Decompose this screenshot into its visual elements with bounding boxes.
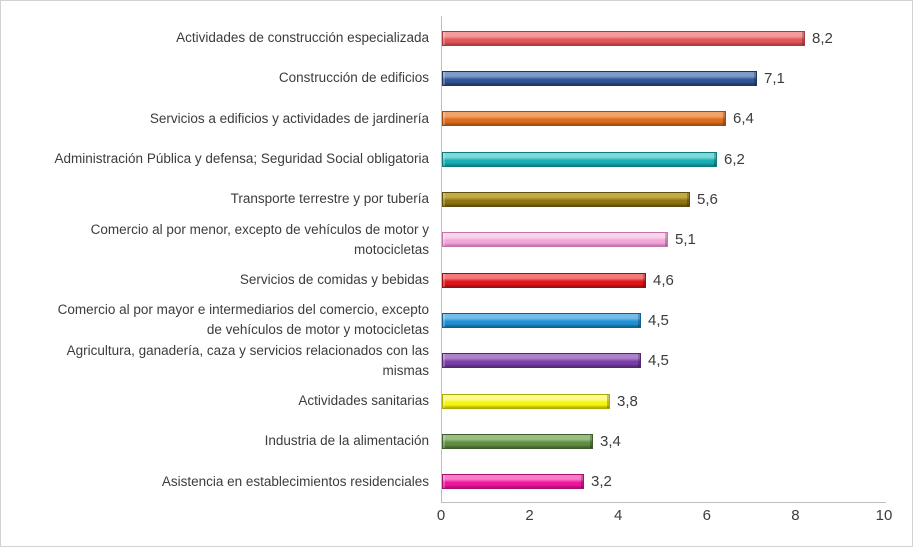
value-label: 3,8 bbox=[617, 392, 638, 410]
category-label: Agricultura, ganadería, caza y servicios… bbox=[66, 342, 429, 378]
chart-row: Servicios de comidas y bebidas 4,6 bbox=[1, 260, 912, 300]
category-label: Actividades sanitarias bbox=[298, 393, 429, 409]
value-label: 4,5 bbox=[648, 352, 669, 370]
category-label: Asistencia en establecimientos residenci… bbox=[161, 473, 429, 489]
bar-zone: 6,4 bbox=[441, 99, 912, 139]
category-label: Administración Pública y defensa; Seguri… bbox=[54, 151, 429, 167]
bar bbox=[442, 232, 668, 248]
bar-zone: 4,6 bbox=[441, 260, 912, 300]
bar-zone: 8,2 bbox=[441, 18, 912, 58]
bar bbox=[442, 353, 641, 369]
value-label: 8,2 bbox=[812, 29, 833, 47]
chart-row: Construcción de edificios 7,1 bbox=[1, 58, 912, 98]
value-label: 7,1 bbox=[764, 69, 785, 87]
chart-row: Actividades sanitarias 3,8 bbox=[1, 381, 912, 421]
bar-zone: 5,6 bbox=[441, 179, 912, 219]
value-label: 6,2 bbox=[724, 150, 745, 168]
bar bbox=[442, 191, 690, 207]
x-axis-tick-label: 10 bbox=[875, 507, 893, 524]
value-label: 5,1 bbox=[675, 231, 696, 249]
x-axis-tick-label: 4 bbox=[614, 507, 623, 524]
bar-zone: 7,1 bbox=[441, 58, 912, 98]
chart-row: Transporte terrestre y por tubería 5,6 bbox=[1, 179, 912, 219]
category-label: Industria de la alimentación bbox=[264, 433, 429, 449]
bar bbox=[442, 111, 726, 127]
chart-row: Servicios a edificios y actividades de j… bbox=[1, 99, 912, 139]
value-label: 4,6 bbox=[653, 271, 674, 289]
value-label: 6,4 bbox=[733, 110, 754, 128]
value-label: 5,6 bbox=[697, 190, 718, 208]
value-label: 3,4 bbox=[600, 432, 621, 450]
chart-row: Asistencia en establecimientos residenci… bbox=[1, 462, 912, 502]
chart-row: Comercio al por menor, excepto de vehícu… bbox=[1, 220, 912, 260]
bar-zone: 6,2 bbox=[441, 139, 912, 179]
chart-row: Administración Pública y defensa; Seguri… bbox=[1, 139, 912, 179]
chart-rows: Actividades de construcción especializad… bbox=[1, 18, 912, 502]
x-axis-tick-label: 8 bbox=[791, 507, 800, 524]
bar bbox=[442, 151, 717, 167]
chart-row: Actividades de construcción especializad… bbox=[1, 18, 912, 58]
x-axis-tick-label: 2 bbox=[525, 507, 534, 524]
category-label: Construcción de edificios bbox=[278, 70, 429, 86]
bar bbox=[442, 474, 584, 490]
bar bbox=[442, 393, 610, 409]
category-label: Servicios a edificios y actividades de j… bbox=[149, 110, 429, 126]
x-axis-labels: 0 2 4 6 8 10 bbox=[1, 507, 912, 531]
x-axis-tick-label: 0 bbox=[436, 507, 446, 524]
bar-zone: 3,2 bbox=[441, 462, 912, 502]
plot-area bbox=[441, 16, 886, 503]
category-label: Servicios de comidas y bebidas bbox=[239, 272, 429, 288]
category-label: Transporte terrestre y por tubería bbox=[230, 191, 429, 207]
bar-zone: 5,1 bbox=[441, 220, 912, 260]
bar-zone: 4,5 bbox=[441, 300, 912, 340]
chart-row: Agricultura, ganadería, caza y servicios… bbox=[1, 341, 912, 381]
bar bbox=[442, 433, 593, 449]
bar bbox=[442, 30, 805, 46]
value-label: 4,5 bbox=[648, 311, 669, 329]
bar bbox=[442, 312, 641, 328]
chart-row: Comercio al por mayor e intermediarios d… bbox=[1, 300, 912, 340]
category-label: Comercio al por mayor e intermediarios d… bbox=[57, 302, 429, 338]
category-label: Actividades de construcción especializad… bbox=[176, 30, 429, 46]
bar bbox=[442, 272, 646, 288]
category-label: Comercio al por menor, excepto de vehícu… bbox=[90, 221, 429, 257]
bar-zone: 4,5 bbox=[441, 341, 912, 381]
x-axis-tick-label: 6 bbox=[702, 507, 711, 524]
bar-zone: 3,8 bbox=[441, 381, 912, 421]
bar-zone: 3,4 bbox=[441, 421, 912, 461]
chart-row: Industria de la alimentación 3,4 bbox=[1, 421, 912, 461]
bar bbox=[442, 70, 757, 86]
value-label: 3,2 bbox=[591, 473, 612, 491]
